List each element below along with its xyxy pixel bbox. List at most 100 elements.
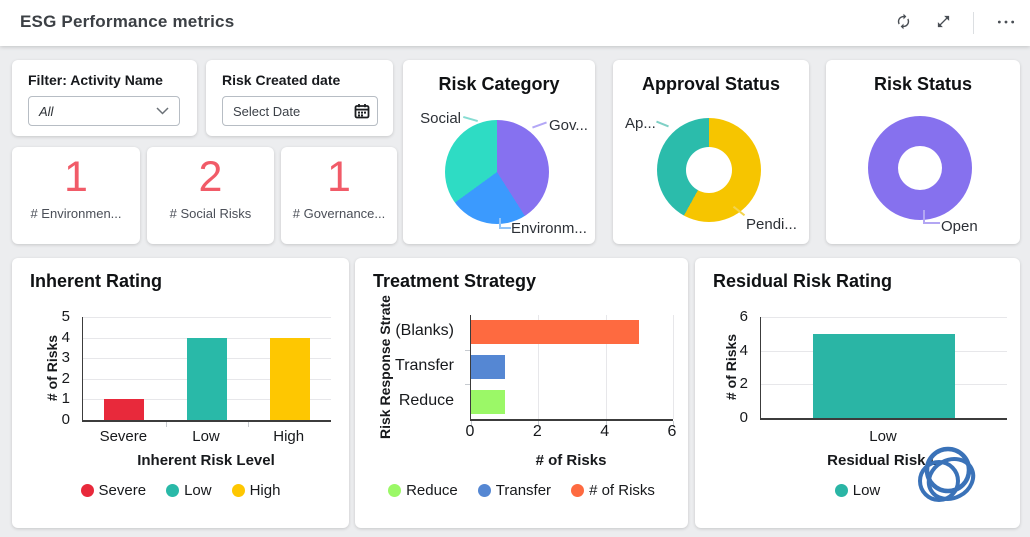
legend-dot bbox=[834, 484, 848, 497]
bar-low[interactable] bbox=[813, 333, 955, 418]
bar-reduce[interactable] bbox=[471, 389, 505, 414]
axis-tick bbox=[471, 421, 472, 426]
legend-dot bbox=[388, 484, 402, 497]
axis-tick bbox=[673, 421, 674, 426]
kpi-label: # Environmen... bbox=[30, 206, 122, 222]
callout-line bbox=[532, 121, 547, 129]
risk-category-pie[interactable] bbox=[445, 120, 549, 224]
x-tick-label: 4 bbox=[600, 423, 610, 440]
legend-label: Severe bbox=[98, 482, 147, 499]
x-category-label: Severe bbox=[99, 428, 148, 445]
kpi-value: 1 bbox=[327, 153, 351, 201]
pie-label-governance: Gov... bbox=[549, 117, 588, 134]
date-picker bbox=[222, 96, 378, 126]
date-filter-card: Risk Created date bbox=[206, 60, 393, 136]
x-category-label: Low bbox=[192, 428, 220, 445]
activity-filter-label: Filter: Activity Name bbox=[28, 72, 163, 88]
refresh-button[interactable] bbox=[893, 11, 914, 35]
y-axis-categories: (Blanks) Transfer Reduce bbox=[362, 315, 462, 419]
kpi-governance-risks-card[interactable]: 1 # Governance... bbox=[281, 147, 397, 244]
pie-label-open: Open bbox=[941, 218, 978, 235]
bar-severe[interactable] bbox=[104, 399, 145, 420]
y-tick-label: 1 bbox=[61, 390, 70, 408]
activity-filter-card: Filter: Activity Name All bbox=[12, 60, 197, 136]
legend-dot bbox=[166, 484, 180, 497]
chart-title: Residual Risk Rating bbox=[713, 271, 893, 291]
x-category-label: High bbox=[273, 428, 305, 445]
bar-(blanks)[interactable] bbox=[471, 320, 640, 345]
y-category-label: Transfer bbox=[395, 357, 454, 374]
legend-dot bbox=[571, 484, 585, 497]
legend-label: Transfer bbox=[495, 482, 552, 499]
legend-label: High bbox=[249, 482, 281, 499]
chart-legend: Reduce Transfer # of Risks bbox=[355, 482, 688, 499]
risk-status-donut[interactable] bbox=[868, 116, 972, 220]
axis-tick bbox=[248, 422, 250, 427]
expand-button[interactable] bbox=[934, 12, 953, 34]
x-axis-ticks: 0 2 4 6 bbox=[466, 423, 677, 443]
bar-high[interactable] bbox=[269, 337, 310, 420]
bar-low[interactable] bbox=[187, 337, 227, 420]
x-axis-categories: Severe Low High bbox=[82, 428, 330, 445]
kpi-environmental-risks-card[interactable]: 1 # Environmen... bbox=[12, 147, 140, 244]
y-tick-label: 6 bbox=[739, 308, 748, 325]
divider bbox=[973, 12, 974, 34]
legend-item[interactable]: Low bbox=[834, 482, 880, 499]
approval-status-donut[interactable] bbox=[657, 118, 761, 222]
treatment-strategy-plot bbox=[465, 315, 674, 426]
y-tick-label: 2 bbox=[61, 369, 70, 387]
selected-activity-value: All bbox=[39, 103, 54, 119]
risk-category-card: Risk Category Social Gov... Environm... bbox=[403, 60, 595, 244]
y-tick-label: 4 bbox=[739, 341, 748, 359]
treatment-strategy-card: Treatment Strategy Risk Response Strate … bbox=[355, 258, 688, 528]
gridline bbox=[538, 315, 540, 419]
activity-filter-select[interactable]: All bbox=[28, 96, 180, 126]
legend-item[interactable]: # of Risks bbox=[571, 482, 655, 499]
chart-title: Treatment Strategy bbox=[373, 271, 537, 291]
chart-title: Inherent Rating bbox=[30, 271, 163, 291]
chart-legend: Severe Low High bbox=[12, 482, 349, 499]
legend-label: Reduce bbox=[406, 482, 458, 499]
chart-title: Risk Status bbox=[873, 74, 973, 94]
top-bar: ESG Performance metrics bbox=[0, 0, 1030, 46]
legend-item[interactable]: Transfer bbox=[477, 482, 552, 499]
legend-dot bbox=[477, 484, 491, 497]
chart-legend: Low bbox=[695, 482, 1020, 499]
chart-title: Risk Category bbox=[438, 74, 560, 94]
bar-transfer[interactable] bbox=[471, 355, 505, 379]
expand-icon bbox=[936, 14, 951, 32]
ellipsis-icon bbox=[996, 14, 1016, 33]
header-actions bbox=[893, 0, 1018, 46]
ink-annotation-circles bbox=[914, 443, 978, 516]
gridline bbox=[673, 315, 674, 419]
legend-item[interactable]: High bbox=[231, 482, 281, 499]
legend-dot bbox=[80, 484, 94, 497]
y-tick-label: 0 bbox=[61, 411, 70, 428]
x-category-label: Low bbox=[869, 428, 897, 445]
legend-dot bbox=[231, 484, 245, 497]
kpi-social-risks-card[interactable]: 2 # Social Risks bbox=[147, 147, 274, 244]
axis-tick bbox=[605, 421, 607, 426]
x-tick-label: 2 bbox=[532, 423, 542, 440]
date-input[interactable] bbox=[222, 96, 378, 126]
legend-label: # of Risks bbox=[589, 482, 655, 499]
x-tick-label: 0 bbox=[465, 423, 475, 440]
legend-item[interactable]: Low bbox=[166, 482, 212, 499]
y-axis-ticks: 0 1 2 3 4 5 bbox=[12, 308, 76, 428]
kpi-label: # Social Risks bbox=[169, 206, 252, 222]
chevron-down-icon bbox=[156, 102, 169, 120]
page-title: ESG Performance metrics bbox=[20, 12, 235, 31]
x-axis-title: Residual Risk L bbox=[827, 452, 939, 469]
date-filter-label: Risk Created date bbox=[222, 72, 341, 88]
legend-item[interactable]: Severe bbox=[80, 482, 147, 499]
more-options-button[interactable] bbox=[994, 12, 1018, 35]
kpi-value: 1 bbox=[64, 153, 88, 201]
callout-line bbox=[499, 218, 511, 229]
axis-tick bbox=[465, 384, 470, 386]
legend-item[interactable]: Reduce bbox=[388, 482, 458, 499]
x-axis-title: # of Risks bbox=[535, 452, 607, 469]
axis-tick bbox=[165, 422, 167, 427]
gridline bbox=[83, 317, 331, 318]
